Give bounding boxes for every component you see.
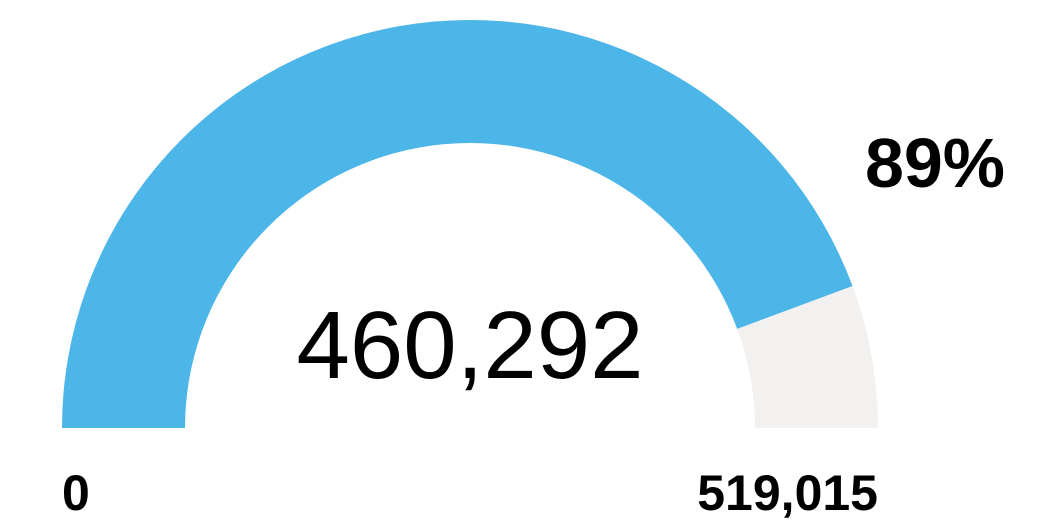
- gauge-value: 460,292: [296, 292, 643, 399]
- percent-label: 89%: [865, 124, 1005, 202]
- range-label: 519,015: [697, 465, 878, 521]
- value-arc: [62, 19, 853, 429]
- range-label: 0: [62, 465, 90, 521]
